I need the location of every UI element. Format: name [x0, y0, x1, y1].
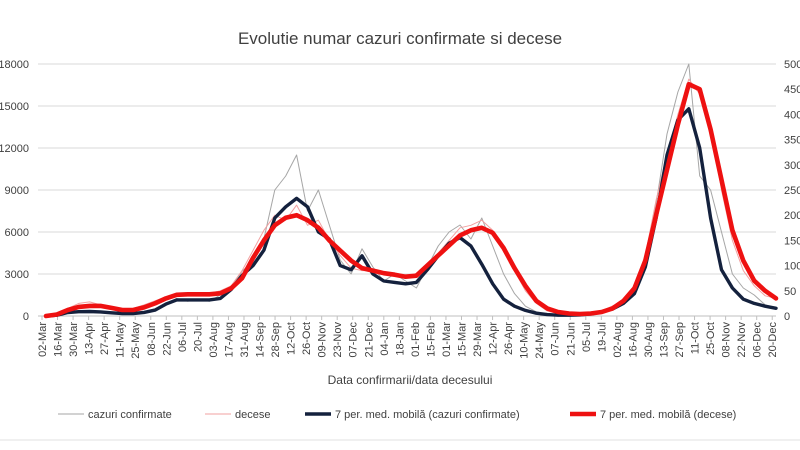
x-tick-label: 30-Mar [68, 322, 80, 357]
x-tick-label: 21-Dec [363, 322, 375, 358]
x-tick-label: 24-May [534, 322, 546, 359]
y2-tick-label: 200 [784, 210, 800, 222]
legend-label: 7 per. med. mobilă (cazuri confirmate) [335, 409, 520, 421]
x-tick-label: 26-Oct [301, 322, 313, 355]
x-tick-label: 15-Feb [425, 322, 437, 357]
y2-tick-label: 500 [784, 59, 800, 71]
x-tick-label: 23-Nov [332, 322, 344, 358]
x-tick-label: 27-Apr [99, 322, 111, 355]
x-tick-label: 25-Oct [705, 322, 717, 355]
x-tick-label: 01-Feb [410, 322, 422, 357]
x-tick-label: 25-May [130, 322, 142, 359]
legend: cazuri confirmate decese 7 per. med. mobil… [0, 409, 800, 441]
x-tick-label: 07-Jun [550, 322, 562, 356]
legend-label: cazuri confirmate [88, 409, 172, 421]
y-tick-label: 6000 [5, 227, 29, 239]
y-tick-label: 3000 [5, 269, 29, 281]
x-tick-label: 02-Mar [37, 322, 49, 357]
x-tick-label: 26-Apr [503, 322, 515, 355]
x-tick-label: 04-Jan [379, 322, 391, 356]
y-tick-label: 18000 [0, 59, 29, 71]
x-tick-label: 10-May [519, 322, 531, 359]
y-tick-label: 12000 [0, 143, 29, 155]
x-tick-label: 28-Sep [270, 322, 282, 357]
x-tick-label: 17-Aug [223, 322, 235, 357]
y2-tick-label: 250 [784, 185, 800, 197]
x-tick-label: 13-Apr [84, 322, 96, 355]
y2-tick-label: 350 [784, 135, 800, 147]
x-tick-label: 16-Aug [627, 322, 639, 357]
x-tick-label: 27-Sep [674, 322, 686, 357]
x-tick-label: 22-Jun [161, 322, 173, 356]
y-tick-label: 9000 [5, 185, 29, 197]
x-tick-label: 14-Sep [255, 322, 267, 357]
x-axis-title: Data confirmarii/data decesului [328, 373, 493, 387]
y-tick-label: 0 [23, 311, 29, 323]
x-tick-label: 19-Jul [596, 322, 608, 352]
x-tick-label: 31-Aug [239, 322, 251, 357]
y2-tick-label: 450 [784, 84, 800, 96]
y2-tick-label: 150 [784, 235, 800, 247]
y2-tick-label: 0 [784, 311, 790, 323]
x-tick-label: 06-Jul [177, 322, 189, 352]
x-tick-label: 15-Mar [456, 322, 468, 357]
x-tick-label: 08-Nov [721, 322, 733, 358]
x-tick-label: 13-Sep [658, 322, 670, 357]
y2-tick-label: 300 [784, 160, 800, 172]
x-tick-label: 03-Aug [208, 322, 220, 357]
x-tick-label: 09-Nov [317, 322, 329, 358]
series-group [43, 63, 779, 319]
x-tick-label: 07-Dec [348, 322, 360, 358]
chart-title: Evolutie numar cazuri confirmate si dece… [238, 29, 562, 48]
y2-tick-label: 50 [784, 286, 796, 298]
x-tick-label: 02-Aug [612, 322, 624, 357]
x-tick-label: 16-Mar [53, 322, 65, 357]
x-tick-label: 29-Mar [472, 322, 484, 357]
x-tick-label: 30-Aug [643, 322, 655, 357]
gridlines [38, 63, 776, 317]
x-tick-label: 12-Apr [488, 322, 500, 355]
x-tick-label: 21-Jun [565, 322, 577, 356]
x-tick-label: 11-May [115, 322, 127, 358]
legend-label: 7 per. med. mobilă (decese) [600, 409, 736, 421]
x-tick-label: 20-Dec [767, 322, 779, 358]
y-tick-label: 15000 [0, 101, 29, 113]
y2-tick-label: 100 [784, 261, 800, 273]
legend-label: decese [235, 409, 270, 421]
y2-tick-label: 400 [784, 109, 800, 121]
x-tick-label: 01-Mar [441, 322, 453, 357]
x-tick-label: 22-Nov [736, 322, 748, 358]
x-tick-label: 11-Oct [690, 322, 702, 354]
series-line [43, 81, 779, 319]
x-tick-label: 08-Jun [146, 322, 158, 356]
axes: 0 3000 6000 9000 12000 15000 18000 0 50 100 150 200… [0, 59, 800, 359]
series-line [45, 78, 777, 317]
x-tick-label: 12-Oct [286, 322, 298, 355]
x-tick-label: 06-Dec [752, 322, 764, 358]
x-tick-label: 20-Jul [192, 322, 204, 352]
x-tick-label: 05-Jul [581, 322, 593, 352]
x-tick-label: 18-Jan [394, 322, 406, 356]
